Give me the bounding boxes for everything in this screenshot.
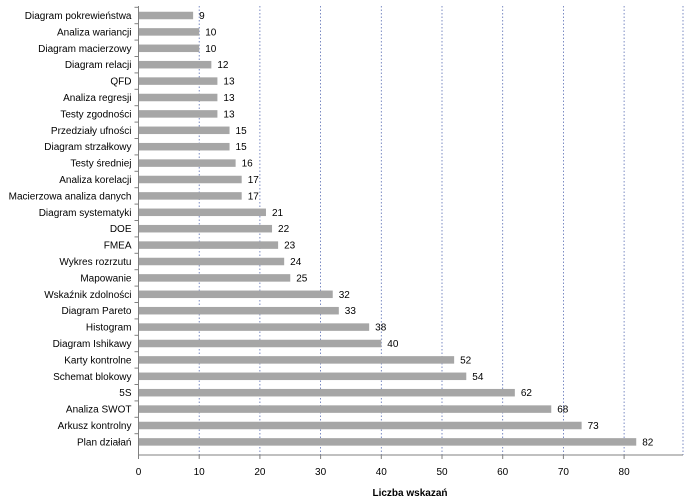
bar xyxy=(138,372,467,381)
bar xyxy=(138,175,242,184)
bar xyxy=(138,241,279,249)
value-label: 68 xyxy=(557,405,569,416)
category-label: Histogram xyxy=(86,323,132,334)
value-label: 16 xyxy=(242,159,254,170)
bar xyxy=(138,306,339,315)
bar xyxy=(138,110,218,118)
x-tick-label: 20 xyxy=(254,467,266,478)
x-tick-label: 60 xyxy=(497,467,509,478)
x-tick-labels: 0 10 20 30 40 50 60 70 80 xyxy=(136,455,630,478)
bar xyxy=(138,208,266,217)
category-label: Plan działań xyxy=(77,437,131,448)
value-label: 12 xyxy=(217,60,229,71)
x-tick-label: 0 xyxy=(136,467,142,478)
bar xyxy=(138,274,291,282)
category-label: Wykres rozrzutu xyxy=(59,257,131,268)
category-label: Mapowanie xyxy=(80,273,132,284)
value-label: 10 xyxy=(205,44,217,55)
category-label: Analiza SWOT xyxy=(66,405,132,416)
value-label: 32 xyxy=(339,290,351,301)
bar xyxy=(138,257,285,266)
x-tick-label: 70 xyxy=(558,467,570,478)
bar xyxy=(138,159,236,167)
category-label: FMEA xyxy=(104,241,132,252)
category-label: Wskaźnik zdolności xyxy=(44,290,131,301)
value-label: 10 xyxy=(205,27,217,38)
category-label: Przedziały ufności xyxy=(51,126,132,137)
value-label: 13 xyxy=(223,77,235,88)
value-label: 13 xyxy=(223,109,235,120)
value-label: 17 xyxy=(248,191,260,202)
category-label: Diagram Ishikawy xyxy=(53,339,132,350)
category-label: Analiza wariancji xyxy=(57,27,131,38)
x-tick-label: 30 xyxy=(315,467,327,478)
bars xyxy=(138,11,637,446)
x-axis-title: Liczba wskazań xyxy=(372,488,447,499)
bar xyxy=(138,60,212,69)
bar xyxy=(138,44,200,53)
category-label: DOE xyxy=(110,224,132,235)
bar xyxy=(138,339,382,348)
category-label: Macierzowa analiza danych xyxy=(9,191,132,202)
value-label: 22 xyxy=(278,224,290,235)
value-label: 33 xyxy=(345,306,357,317)
category-label: Diagram pokrewieństwa xyxy=(25,11,132,22)
value-label: 21 xyxy=(272,208,284,219)
bar xyxy=(138,388,515,397)
bar xyxy=(138,356,455,364)
x-tick-label: 40 xyxy=(376,467,388,478)
category-label: Analiza korelacji xyxy=(59,175,131,186)
value-label: 23 xyxy=(284,241,296,252)
value-label: 52 xyxy=(460,355,472,366)
bar xyxy=(138,421,582,430)
category-label: 5S xyxy=(119,388,132,399)
bar xyxy=(138,93,218,102)
category-label: QFD xyxy=(110,77,131,88)
value-label: 40 xyxy=(387,339,399,350)
bar xyxy=(138,405,552,413)
bar xyxy=(138,126,230,135)
bar xyxy=(138,77,218,85)
value-label: 15 xyxy=(236,142,248,153)
value-label: 15 xyxy=(236,126,248,137)
value-label: 24 xyxy=(290,257,302,268)
category-label: Diagram strzałkowy xyxy=(44,142,131,153)
bar xyxy=(138,192,242,200)
category-labels: Diagram pokrewieństwa Analiza wariancji Di… xyxy=(9,6,139,448)
bar xyxy=(138,323,370,331)
category-label: Testy zgodności xyxy=(60,109,131,120)
bar xyxy=(138,438,637,446)
category-label: Diagram systematyki xyxy=(39,208,132,219)
category-label: Karty kontrolne xyxy=(64,355,132,366)
x-tick-label: 50 xyxy=(436,467,448,478)
value-labels: 9101012131313151516171721222324253233384… xyxy=(199,11,654,448)
value-label: 54 xyxy=(472,372,484,383)
value-label: 13 xyxy=(223,93,235,104)
value-label: 25 xyxy=(296,273,308,284)
value-label: 38 xyxy=(375,323,387,334)
bar xyxy=(138,28,200,36)
category-label: Schemat blokowy xyxy=(53,372,131,383)
value-label: 17 xyxy=(248,175,260,186)
value-label: 9 xyxy=(199,11,205,22)
category-label: Diagram Pareto xyxy=(61,306,131,317)
bar xyxy=(138,290,333,299)
bar xyxy=(138,142,230,151)
x-tick-label: 10 xyxy=(194,467,206,478)
value-label: 82 xyxy=(642,437,654,448)
category-label: Diagram macierzowy xyxy=(38,44,131,55)
bar xyxy=(138,11,194,20)
bar xyxy=(138,224,273,233)
category-label: Testy średniej xyxy=(70,159,131,170)
x-tick-label: 80 xyxy=(619,467,631,478)
value-label: 62 xyxy=(521,388,533,399)
category-label: Arkusz kontrolny xyxy=(58,421,132,432)
value-label: 73 xyxy=(588,421,600,432)
category-label: Diagram relacji xyxy=(65,60,132,71)
category-label: Analiza regresji xyxy=(63,93,131,104)
